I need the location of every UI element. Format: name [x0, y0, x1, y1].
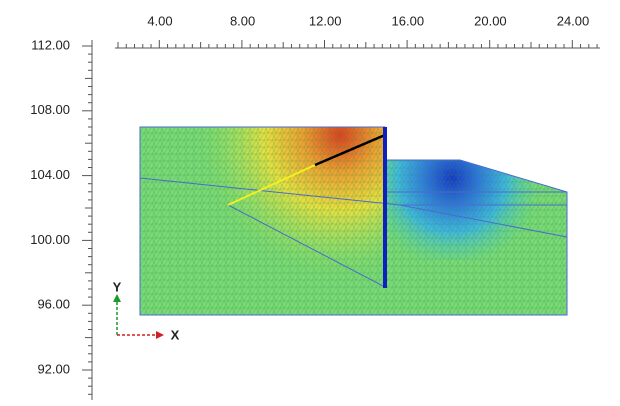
top-ruler: 4.00 8.00 12.00 16.00 20.00 24.00 [115, 13, 600, 49]
tick-label: 20.00 [474, 13, 507, 28]
geogrid [227, 164, 316, 206]
tick-label: 92.00 [37, 361, 70, 376]
tick-label: 4.00 [147, 13, 172, 28]
axis-glyph: Y X [113, 279, 180, 342]
tick-label: 108.00 [30, 102, 70, 117]
x-axis-label: X [171, 327, 180, 342]
left-ruler: 112.00 108.00 104.00 100.00 96.00 92.00 [30, 37, 93, 400]
layer-line [139, 177, 568, 288]
tick-label: 24.00 [557, 13, 590, 28]
tick-label: 16.00 [392, 13, 425, 28]
y-arrowhead [113, 294, 121, 302]
tick-label: 104.00 [30, 167, 70, 182]
x-arrowhead [156, 331, 164, 339]
mesh [140, 127, 567, 315]
y-axis-label: Y [113, 279, 122, 294]
tick-label: 8.00 [230, 13, 255, 28]
tick-label: 100.00 [30, 232, 70, 247]
tick-label: 96.00 [37, 297, 70, 312]
anchor [314, 133, 386, 167]
tick-label: 112.00 [31, 37, 70, 52]
model [139, 126, 568, 316]
tick-label: 12.00 [309, 13, 342, 28]
